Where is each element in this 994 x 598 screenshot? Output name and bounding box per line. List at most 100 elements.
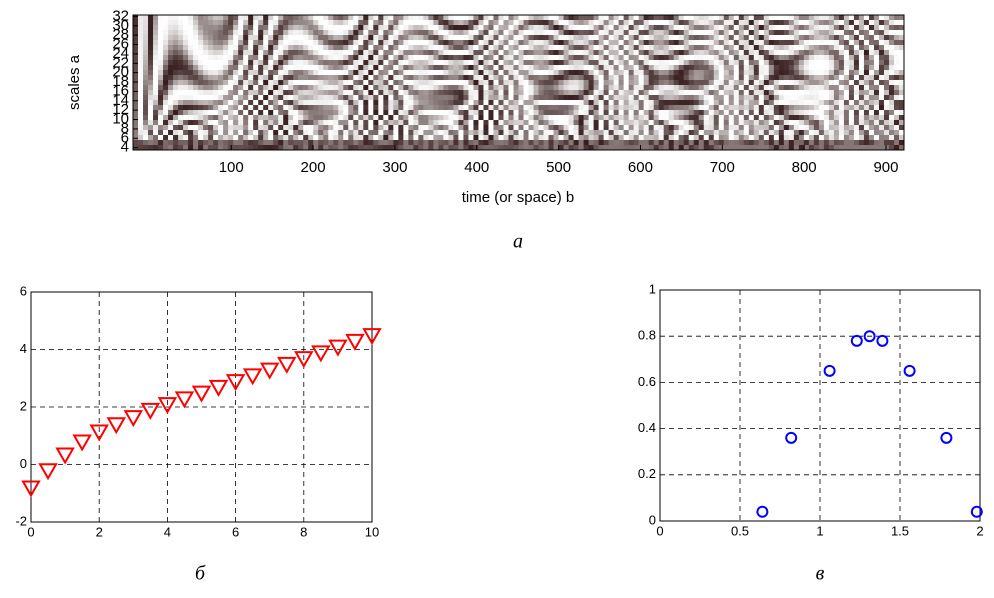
scalogram-cell — [163, 95, 169, 101]
scalogram-cell — [238, 75, 244, 81]
scalogram-cell — [368, 70, 374, 76]
scalogram-cell — [809, 140, 815, 146]
x-tick-label: 400 — [464, 159, 489, 176]
scalogram-cell — [193, 30, 199, 36]
scalogram-cell — [273, 105, 279, 111]
scalogram-cell — [749, 25, 755, 31]
scalogram-cell — [358, 120, 364, 126]
scalogram-cell — [303, 140, 309, 146]
scalogram-cell — [208, 120, 214, 126]
scalogram-cell — [283, 85, 289, 91]
scalogram-cell — [824, 85, 830, 91]
scalogram-cell — [343, 95, 349, 101]
scalogram-cell — [594, 95, 600, 101]
scalogram-cell — [263, 40, 269, 46]
scalogram-cell — [694, 20, 700, 26]
scalogram-cell — [168, 20, 174, 26]
scalogram-cell — [438, 25, 444, 31]
scalogram-cell — [428, 35, 434, 41]
scalogram-cell — [849, 65, 855, 71]
scalogram-cell — [198, 85, 204, 91]
scalogram-cell — [829, 85, 835, 91]
scalogram-cell — [539, 65, 545, 71]
scalogram-cell — [383, 40, 389, 46]
scalogram-cell — [398, 85, 404, 91]
scalogram-cell — [378, 35, 384, 41]
scalogram-cell — [834, 110, 840, 116]
scalogram-cell — [343, 40, 349, 46]
scalogram-cell — [513, 95, 519, 101]
scalogram-cell — [764, 125, 770, 131]
scalogram-cell — [248, 55, 254, 61]
scalogram-cell — [734, 40, 740, 46]
scalogram-cell — [734, 45, 740, 51]
scalogram-cell — [634, 85, 640, 91]
scalogram-cell — [884, 20, 890, 26]
scalogram-cell — [258, 120, 264, 126]
scalogram-cell — [213, 105, 219, 111]
scalogram-cell — [559, 130, 565, 136]
scalogram-cell — [679, 55, 685, 61]
scalogram-cell — [208, 135, 214, 141]
scalogram-cell — [468, 50, 474, 56]
point — [176, 392, 192, 406]
scalogram-cell — [684, 65, 690, 71]
scalogram-cell — [789, 130, 795, 136]
scalogram-cell — [348, 115, 354, 121]
scalogram-cell — [198, 115, 204, 121]
scalogram-cell — [313, 125, 319, 131]
scalogram-cell — [799, 140, 805, 146]
scalogram-cell — [544, 80, 550, 86]
scalogram-cell — [253, 70, 259, 76]
scalogram-cell — [278, 65, 284, 71]
scalogram-cell — [283, 100, 289, 106]
scalogram-cell — [468, 130, 474, 136]
scalogram-cell — [599, 95, 605, 101]
scalogram-cell — [263, 50, 269, 56]
scalogram-cell — [218, 125, 224, 131]
scalogram-cell — [223, 55, 229, 61]
scalogram-cell — [443, 120, 449, 126]
scalogram-cell — [243, 100, 249, 106]
scalogram-cell — [268, 95, 274, 101]
scalogram-cell — [654, 110, 660, 116]
scalogram-cell — [378, 65, 384, 71]
scalogram-cell — [879, 65, 885, 71]
scalogram-cell — [594, 25, 600, 31]
scalogram-cell — [699, 40, 705, 46]
scalogram-cell — [739, 130, 745, 136]
scalogram-cell — [649, 105, 655, 111]
scalogram-cell — [508, 50, 514, 56]
scalogram-cell — [493, 120, 499, 126]
scalogram-cell — [739, 20, 745, 26]
scalogram-cell — [524, 15, 530, 21]
scalogram-cell — [779, 90, 785, 96]
scalogram-cell — [579, 45, 585, 51]
scalogram-cell — [549, 90, 555, 96]
scalogram-cell — [824, 30, 830, 36]
scalogram-cell — [448, 35, 454, 41]
scalogram-cell — [223, 20, 229, 26]
scalogram-cell — [503, 120, 509, 126]
scalogram-cell — [458, 60, 464, 66]
scalogram-cell — [183, 125, 189, 131]
scalogram-cell — [403, 110, 409, 116]
scalogram-cell — [789, 135, 795, 141]
scalogram-cell — [263, 80, 269, 86]
scalogram-cell — [353, 95, 359, 101]
scalogram-cell — [218, 70, 224, 76]
scalogram-cell — [458, 90, 464, 96]
scalogram-cell — [659, 65, 665, 71]
scalogram-cell — [158, 25, 164, 31]
scalogram-cell — [729, 40, 735, 46]
scalogram-cell — [328, 130, 334, 136]
scalogram-cell — [248, 90, 254, 96]
scalogram-cell — [894, 120, 900, 126]
scalogram-cell — [554, 20, 560, 26]
scalogram-cell — [453, 75, 459, 81]
scalogram-cell — [178, 50, 184, 56]
scalogram-cell — [594, 55, 600, 61]
scalogram-cell — [313, 120, 319, 126]
scalogram-cell — [428, 95, 434, 101]
scalogram-cell — [569, 90, 575, 96]
